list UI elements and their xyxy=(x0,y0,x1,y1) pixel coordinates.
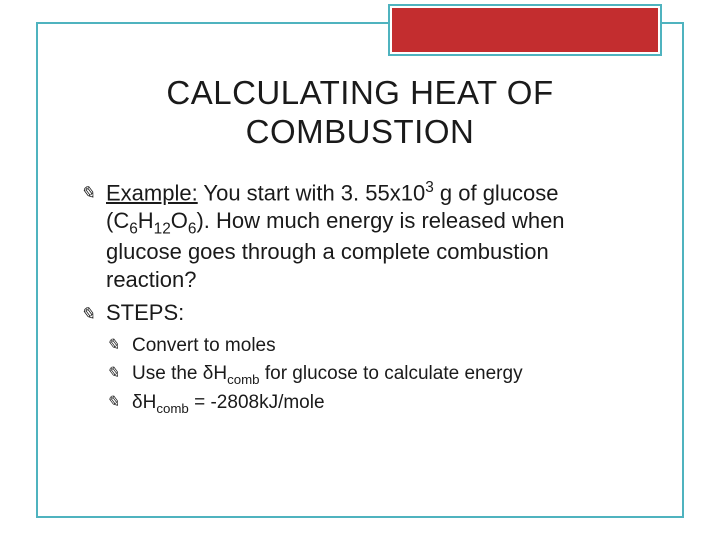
steps-label: STEPS: xyxy=(106,300,184,325)
substep-use-dh: ✎ Use the δHcomb for glucose to calculat… xyxy=(106,361,640,389)
example-sup: 3 xyxy=(425,179,434,196)
bullet-example: ✎ Example: You start with 3. 55x103 g of… xyxy=(80,178,640,293)
sub3-b: = -2808kJ/mole xyxy=(189,392,325,413)
sub2-sub: comb xyxy=(227,371,260,386)
substep-convert: ✎ Convert to moles xyxy=(106,333,640,359)
title-line2: COMBUSTION xyxy=(246,113,475,150)
banner-rectangle xyxy=(390,6,660,54)
substep-dh-value: ✎ δHcomb = -2808kJ/mole xyxy=(106,390,640,418)
content-area: ✎ Example: You start with 3. 55x103 g of… xyxy=(80,178,640,420)
example-text-a: You start with 3. 55x10 xyxy=(198,180,426,205)
example-text-d: O xyxy=(171,208,188,233)
formula-sub-1: 6 xyxy=(129,220,138,237)
slide-title: CALCULATING HEAT OF COMBUSTION xyxy=(60,74,660,152)
bullet-glyph-icon: ✎ xyxy=(106,392,119,414)
sub3-sub: comb xyxy=(156,401,189,416)
example-label: Example: xyxy=(106,180,198,205)
formula-sub-2: 12 xyxy=(154,220,171,237)
title-line1: CALCULATING HEAT OF xyxy=(166,74,553,111)
bullet-glyph-icon: ✎ xyxy=(106,363,119,385)
sub2-b: for glucose to calculate energy xyxy=(260,363,523,384)
bullet-glyph-icon: ✎ xyxy=(80,182,95,205)
bullet-steps: ✎ STEPS: xyxy=(80,299,640,327)
sub2-a: Use the δH xyxy=(132,363,227,384)
example-text-c: H xyxy=(138,208,154,233)
bullet-glyph-icon: ✎ xyxy=(106,335,119,357)
substep-convert-text: Convert to moles xyxy=(132,335,276,356)
bullet-glyph-icon: ✎ xyxy=(80,303,95,326)
sub3-a: δH xyxy=(132,392,156,413)
